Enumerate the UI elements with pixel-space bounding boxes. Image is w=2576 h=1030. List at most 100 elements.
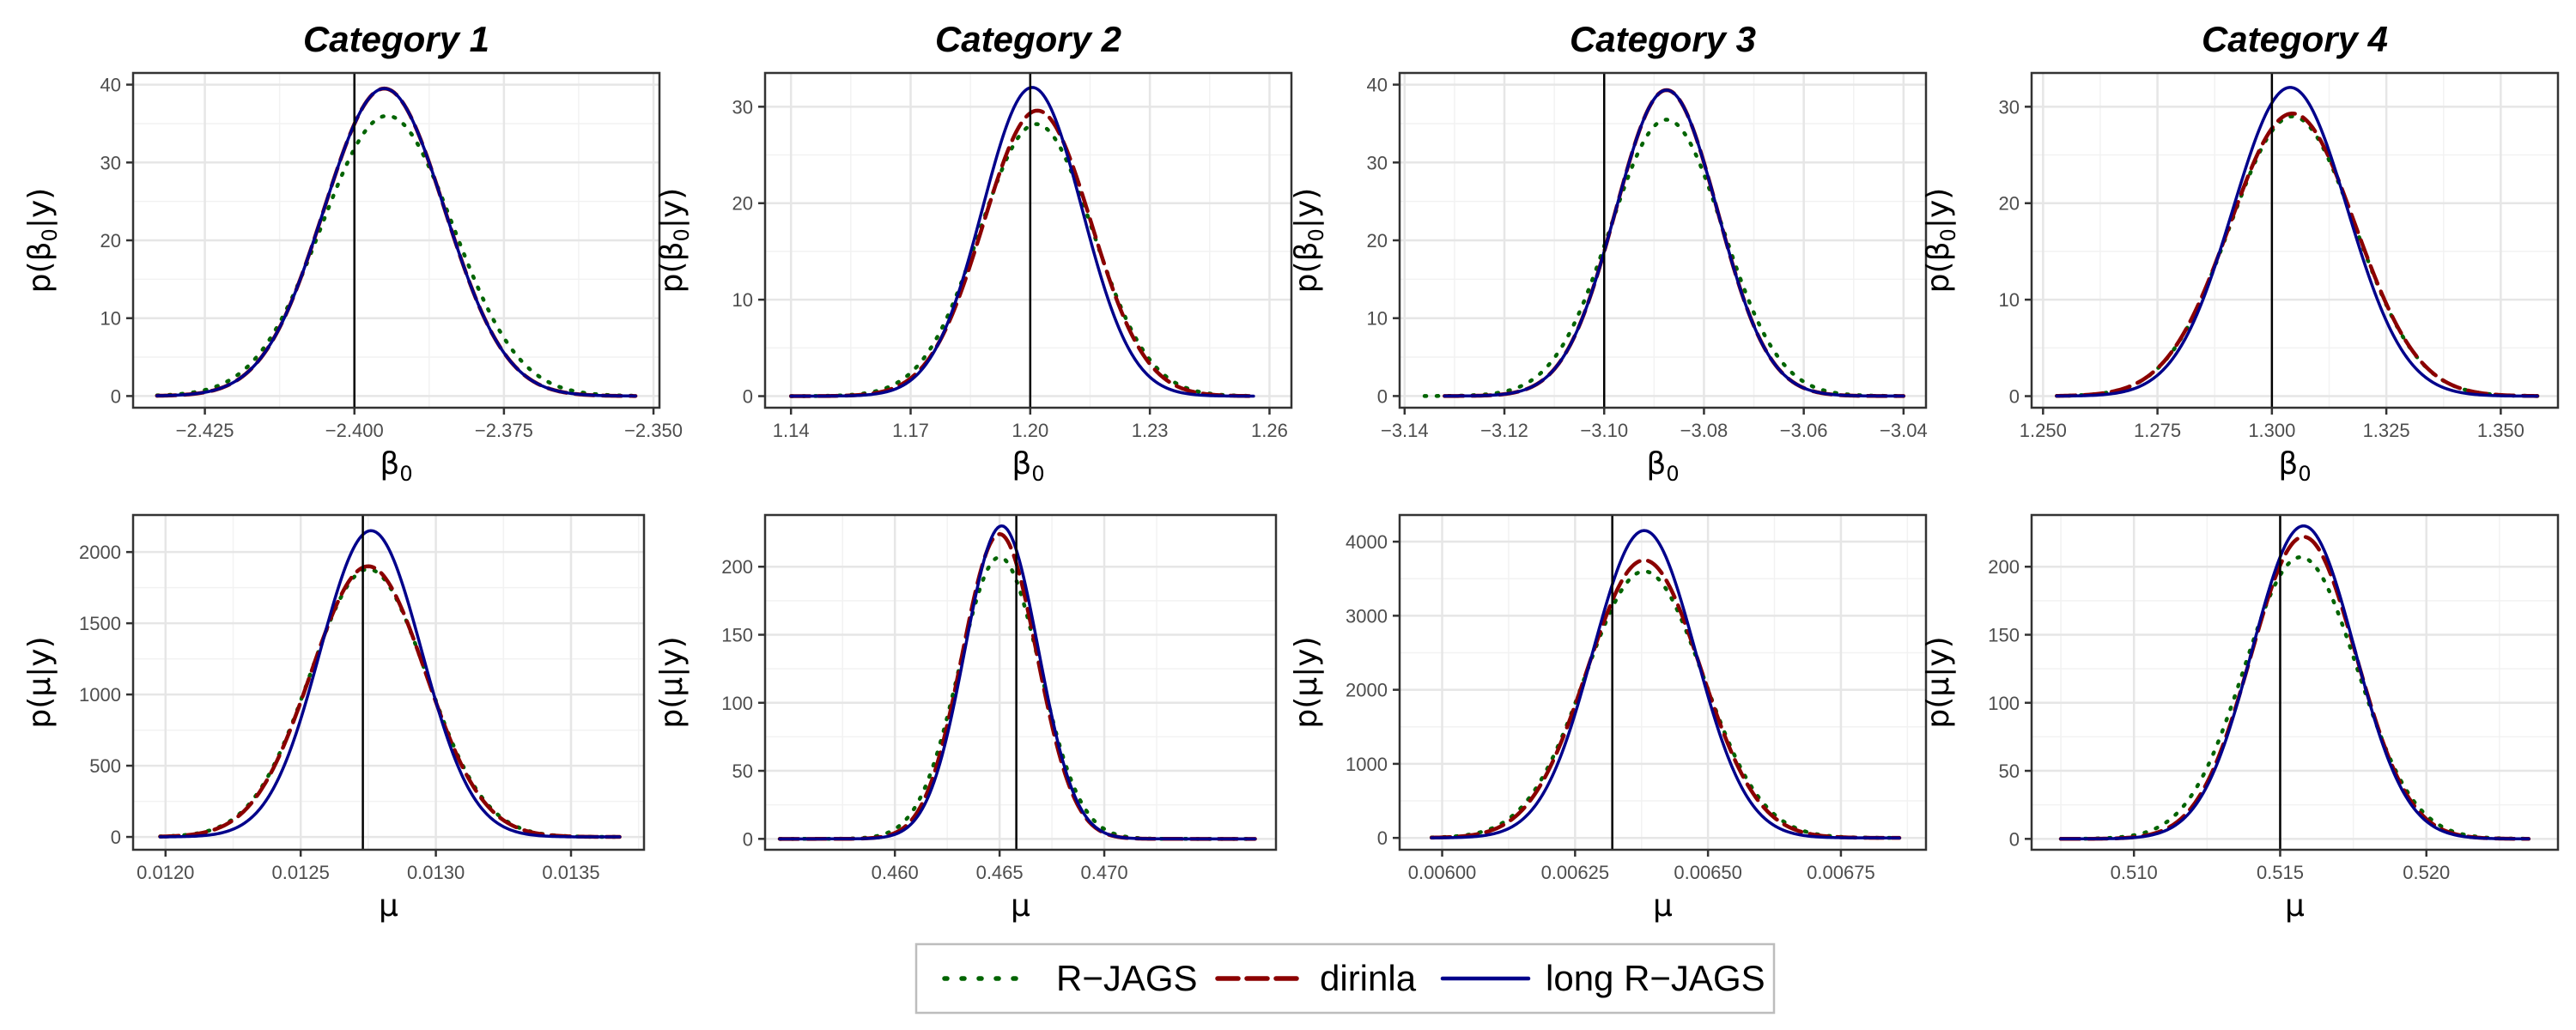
y-tick-label: 30 (100, 152, 121, 173)
x-tick-label: 1.14 (773, 420, 810, 441)
x-tick-label: 1.20 (1012, 420, 1048, 441)
panel-3: −3.14 −3.12 −3.10 −3.08 −3.06 −3.04 0 10 20 30 40 C… (1289, 19, 1928, 486)
density-curves (158, 529, 622, 839)
panel-border (2030, 71, 2560, 409)
series-line-long-r-jags (2059, 524, 2530, 841)
x-axis-title: μ (1653, 888, 1673, 924)
y-tick-label: 20 (1367, 230, 1388, 251)
y-tick-label: 30 (1999, 96, 2020, 118)
x-tick-label: 0.00625 (1541, 862, 1610, 883)
y-tick-label: 0 (743, 386, 753, 408)
x-tick-label: 0.0130 (407, 862, 465, 883)
y-tick-label: 150 (721, 625, 753, 646)
y-tick-label: 20 (100, 230, 121, 251)
density-curves (2055, 86, 2540, 398)
y-tick-label: 30 (732, 96, 753, 118)
panel-2: 1.14 1.17 1.20 1.23 1.26 0 10 20 30 Category 2 β0 p… (654, 19, 1293, 486)
y-axis-title: p(μ|y) (654, 636, 690, 728)
y-tick-label: 30 (1367, 152, 1388, 173)
x-axis-title: β0 (2278, 446, 2311, 486)
density-curves (155, 86, 638, 398)
x-axis-title: β0 (1012, 446, 1044, 486)
panel-border (763, 513, 1278, 851)
x-tick-label: −3.06 (1780, 420, 1828, 441)
x-tick-label: 1.325 (2363, 420, 2410, 441)
panel-title: Category 1 (303, 19, 489, 59)
density-curves (788, 86, 1256, 398)
y-tick-label: 10 (1999, 289, 2020, 311)
x-tick-label: 0.460 (872, 862, 919, 883)
x-tick-label: 1.300 (2248, 420, 2295, 441)
x-tick-label: 0.00600 (1408, 862, 1477, 883)
x-tick-label: 1.250 (2020, 420, 2067, 441)
y-tick-label: 50 (732, 760, 753, 782)
y-tick-label: 2000 (79, 542, 121, 563)
panel-border (763, 71, 1293, 409)
panel-border (2030, 513, 2560, 851)
series-line-r-jags (158, 566, 622, 839)
y-axis-title: p(β0|y) (22, 188, 62, 294)
x-tick-label: 0.00650 (1674, 862, 1742, 883)
series-line-r-jags (1422, 118, 1906, 398)
x-tick-label: 0.470 (1081, 862, 1128, 883)
y-axis-title: p(β0|y) (654, 188, 694, 294)
x-tick-label: 1.17 (892, 420, 929, 441)
x-tick-label: 0.515 (2257, 862, 2304, 883)
series-line-r-jags (788, 122, 1256, 398)
panel-border (1398, 513, 1928, 851)
y-tick-label: 0 (1377, 385, 1388, 407)
x-tick-label: 0.510 (2111, 862, 2158, 883)
x-axis-title: μ (379, 888, 398, 924)
series-line-long-r-jags (2055, 86, 2539, 398)
x-tick-label: 0.0125 (272, 862, 330, 883)
y-tick-label: 3000 (1346, 605, 1388, 627)
y-tick-label: 1000 (79, 684, 121, 706)
y-tick-label: 10 (732, 289, 753, 311)
x-tick-label: −3.14 (1381, 420, 1429, 441)
series-line-r-jags (155, 113, 638, 398)
panel-4: 1.250 1.275 1.300 1.325 1.350 0 10 20 30 Category… (1921, 19, 2560, 486)
x-axis-title: β0 (1646, 446, 1679, 486)
legend-label: long R−JAGS (1546, 958, 1765, 998)
series-line-dirinla (155, 86, 638, 398)
y-tick-label: 10 (100, 308, 121, 330)
x-tick-label: −2.400 (325, 420, 384, 441)
x-tick-label: 0.520 (2403, 862, 2450, 883)
y-tick-label: 100 (1988, 693, 2020, 714)
panel-1: −2.425 −2.400 −2.375 −2.350 0 10 20 30 40 Categor… (22, 19, 683, 486)
series-line-long-r-jags (158, 529, 622, 839)
x-tick-label: 0.0120 (137, 862, 194, 883)
y-tick-label: 100 (721, 693, 753, 714)
series-line-dirinla (2055, 111, 2540, 398)
series-line-dirinla (1443, 88, 1906, 398)
x-axis-title: β0 (380, 446, 412, 486)
legend: R−JAGS dirinla long R−JAGS (914, 942, 1776, 1015)
y-tick-label: 1500 (79, 613, 121, 634)
y-tick-label: 1000 (1346, 754, 1388, 775)
x-tick-label: 0.0135 (542, 862, 599, 883)
series-line-dirinla (2058, 535, 2531, 841)
y-tick-label: 20 (1999, 193, 2020, 215)
x-tick-label: −2.375 (475, 420, 533, 441)
y-axis-title: p(β0|y) (1921, 188, 1960, 294)
legend-label: dirinla (1320, 958, 1417, 998)
legend-box (914, 942, 1776, 1015)
y-tick-label: 0 (743, 828, 753, 850)
y-tick-label: 40 (100, 75, 121, 96)
y-tick-label: 0 (2009, 386, 2020, 408)
x-tick-label: −3.08 (1680, 420, 1728, 441)
x-tick-label: 1.350 (2477, 420, 2524, 441)
x-tick-label: 0.00675 (1807, 862, 1875, 883)
y-tick-label: 50 (1999, 760, 2020, 782)
density-curves (1422, 88, 1906, 398)
panel-title: Category 2 (935, 19, 1121, 59)
y-axis-title: p(μ|y) (22, 636, 58, 728)
density-curves (2058, 524, 2531, 841)
x-tick-label: −3.12 (1480, 420, 1528, 441)
y-tick-label: 40 (1367, 75, 1388, 96)
y-tick-label: 200 (721, 556, 753, 578)
y-tick-label: 0 (111, 385, 121, 407)
y-tick-label: 200 (1988, 556, 2020, 578)
x-tick-label: −2.425 (176, 420, 234, 441)
y-axis-title: p(μ|y) (1289, 636, 1324, 728)
